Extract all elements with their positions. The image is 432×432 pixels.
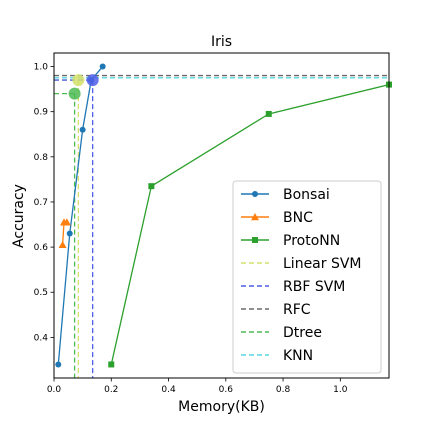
legend-label: Bonsai [283, 187, 330, 203]
legend-item-dtree: Dtree [241, 325, 322, 341]
dtree-marker-group [68, 87, 81, 100]
legend-item-bnc: BNC [241, 210, 313, 226]
x-tick-label: 0.2 [104, 385, 118, 395]
legend-label: KNN [283, 348, 313, 364]
legend-item-bonsai: Bonsai [241, 187, 330, 203]
protonn-line [110, 83, 390, 365]
legend-label: RFC [283, 302, 311, 318]
y-tick-label: 0.4 [34, 333, 49, 343]
legend-item-rfc: RFC [241, 302, 311, 318]
dtree-point [68, 87, 81, 100]
bnc-series [58, 218, 71, 249]
protonn-point [108, 361, 115, 368]
legend-item-rbf-svm: RBF SVM [241, 279, 345, 295]
legend-item-linear-svm: Linear SVM [241, 256, 362, 272]
rbf-svm-marker-group [86, 74, 99, 87]
y-tick-label: 0.6 [34, 243, 49, 253]
legend-marker [252, 237, 258, 243]
bonsai-point [55, 361, 62, 368]
x-tick-label: 0.0 [47, 385, 62, 395]
y-tick-label: 0.9 [34, 108, 49, 118]
legend: Bonsai BNC ProtoNN Linear SVM RBF SVM RFC Dtre… [232, 180, 382, 374]
bnc-point [62, 218, 71, 226]
legend-label: RBF SVM [283, 279, 345, 295]
legend-item-knn: KNN [241, 348, 313, 364]
x-tick-label: 0.4 [161, 385, 176, 395]
legend-box [232, 180, 382, 374]
protonn-point [148, 183, 155, 190]
legend-label: Linear SVM [283, 256, 362, 272]
bonsai-point [99, 63, 106, 70]
bonsai-point [66, 230, 73, 237]
rbf-svm-point [86, 74, 99, 87]
x-tick-label: 1.0 [333, 385, 348, 395]
legend-marker [251, 213, 259, 221]
legend-marker [252, 191, 258, 197]
linear-svm-point [72, 74, 85, 87]
x-axis-label: Memory(KB) [178, 399, 265, 415]
y-tick-label: 0.8 [34, 153, 49, 163]
y-tick-label: 0.5 [34, 288, 48, 298]
plot-frame [53, 52, 390, 379]
x-tick-label: 0.6 [219, 385, 234, 395]
bnc-point [58, 240, 67, 249]
y-tick-label: 1.0 [34, 63, 49, 73]
bonsai-point [79, 126, 86, 133]
axes: 0.0 0.2 0.4 0.6 0.8 1.0 0.4 0.5 0.6 0.7 0.8 0.9 1.0 [34, 52, 390, 395]
chart-title: Iris [211, 34, 232, 50]
linear-svm-marker-group [72, 74, 85, 87]
y-tick-label: 0.7 [34, 198, 48, 208]
protonn-point [265, 110, 272, 117]
legend-item-protonn: ProtoNN [241, 233, 340, 249]
legend-label: ProtoNN [283, 233, 340, 249]
y-axis-label: Accuracy [11, 184, 27, 248]
x-tick-label: 0.8 [276, 385, 291, 395]
legend-label: BNC [283, 210, 313, 226]
series-layer [55, 63, 392, 368]
legend-label: Dtree [283, 325, 322, 341]
